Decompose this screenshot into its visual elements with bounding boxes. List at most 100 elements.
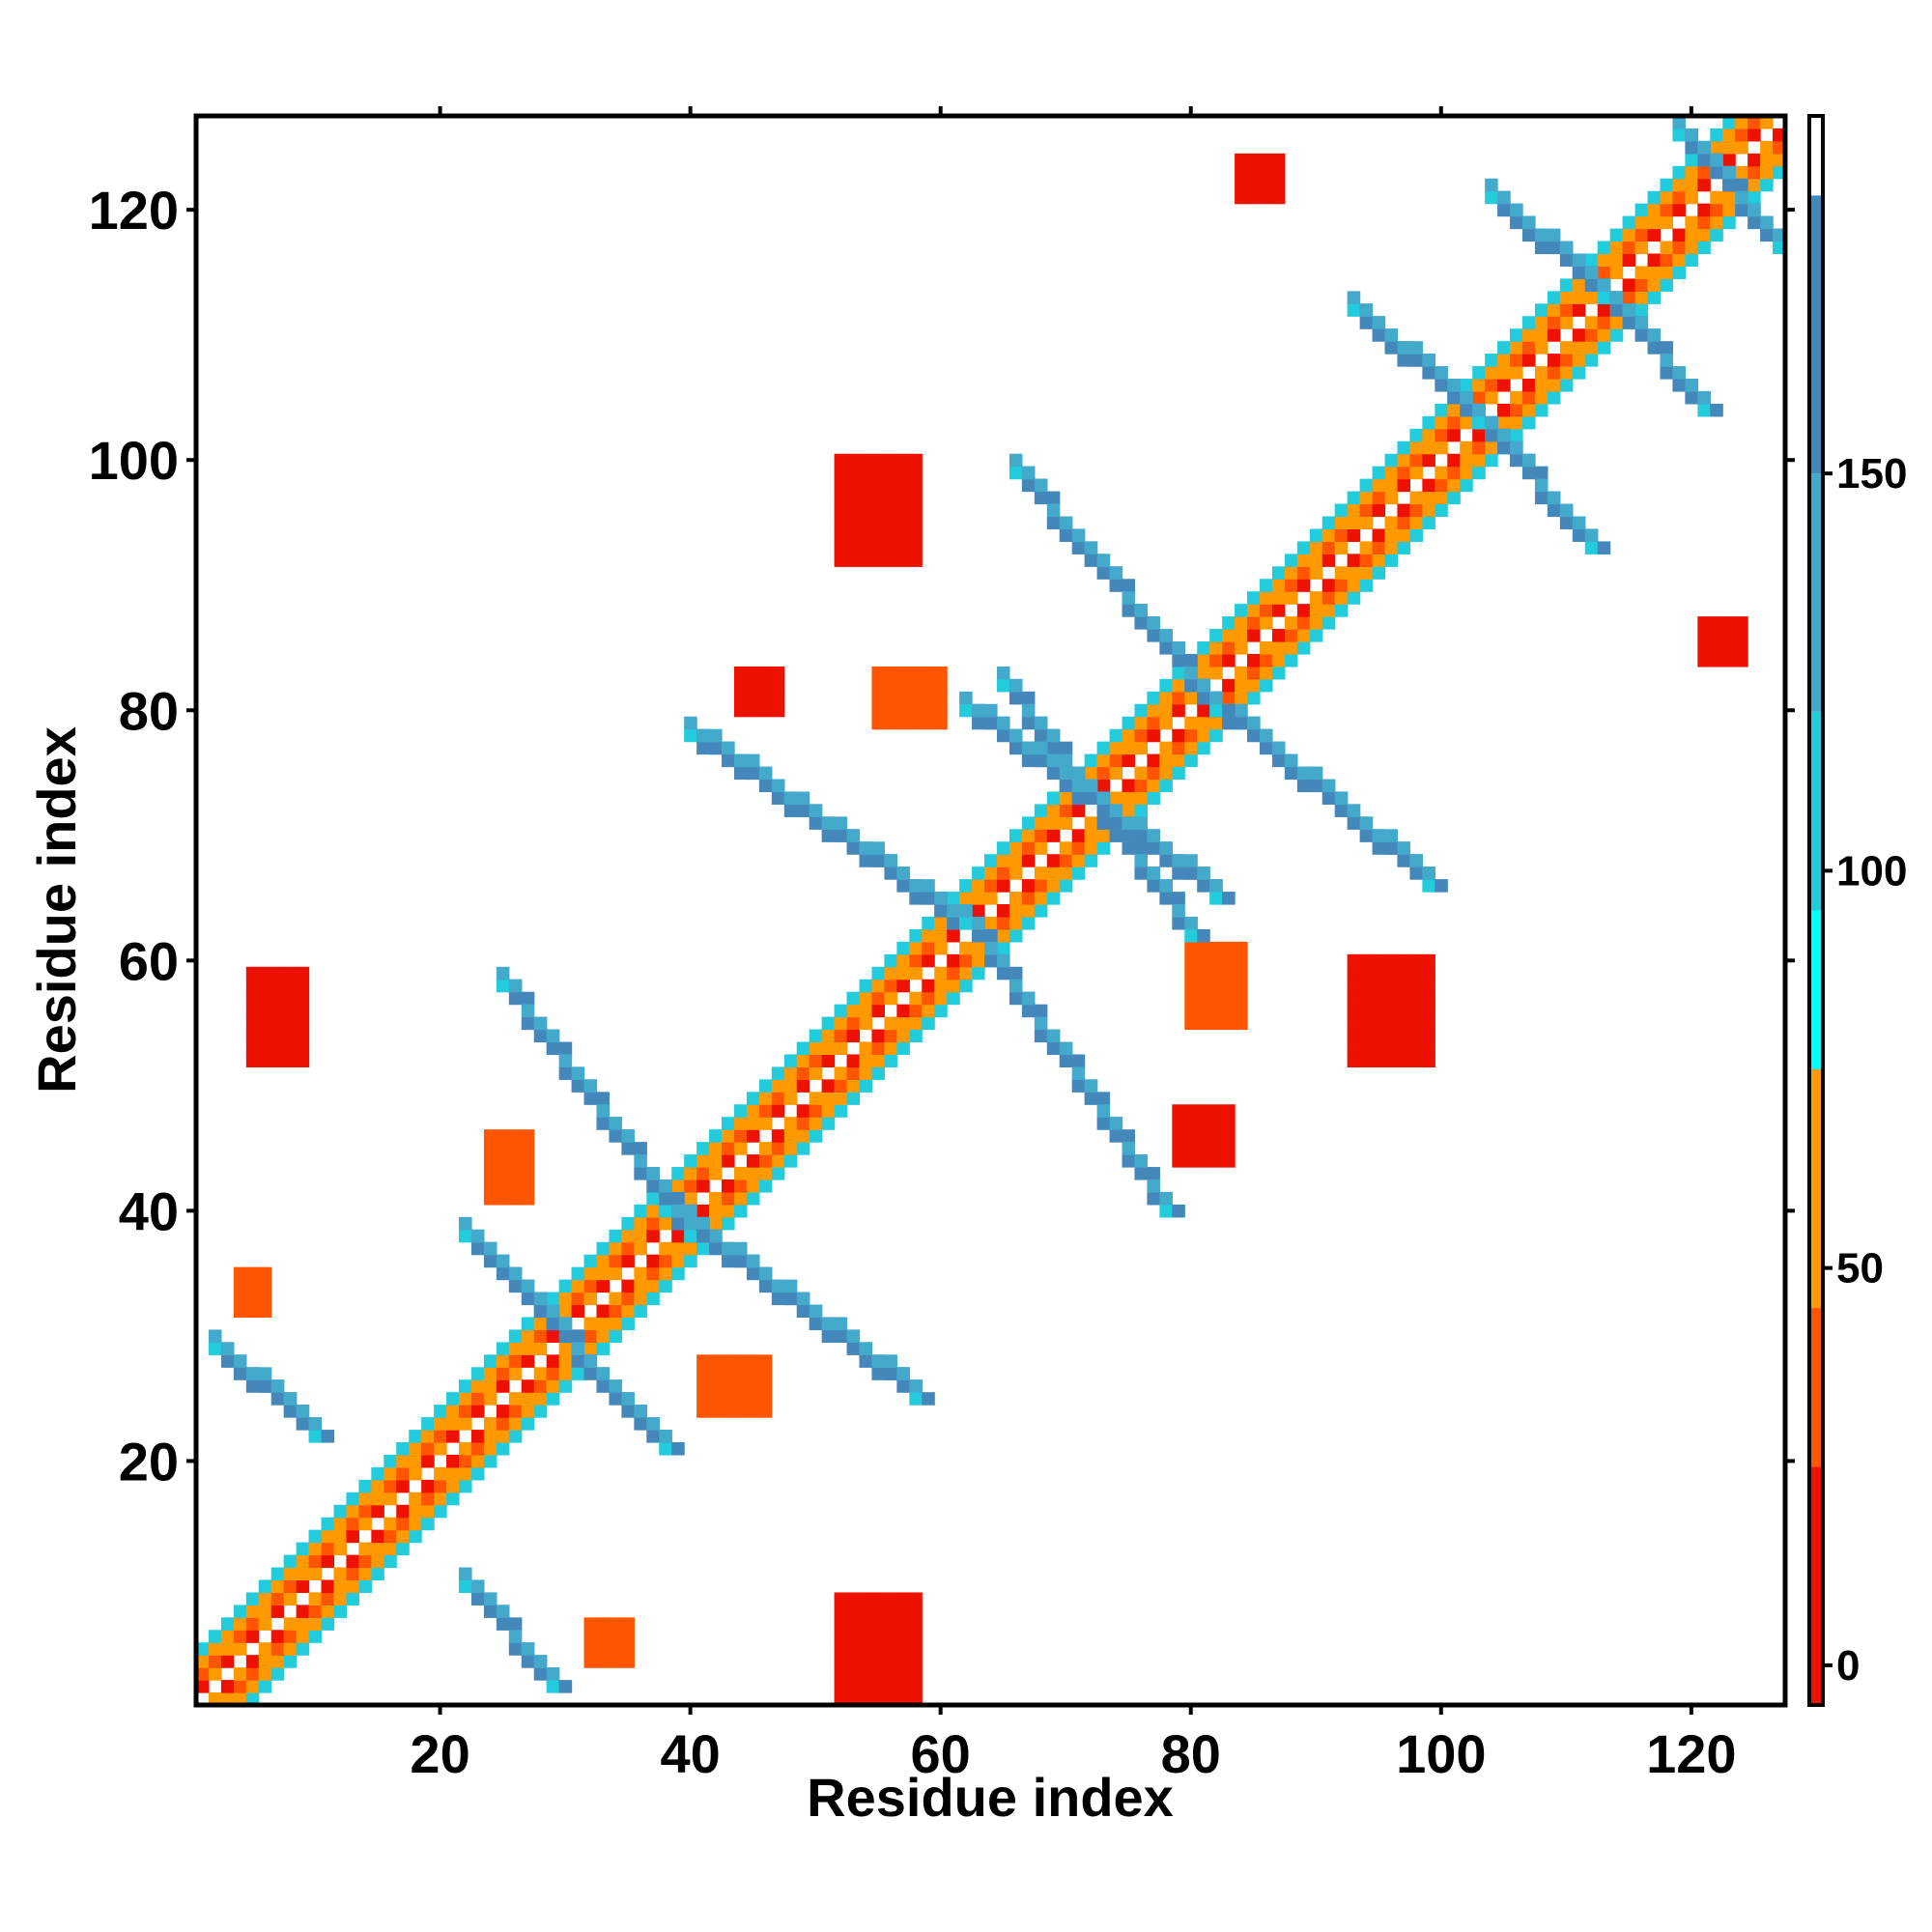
heatmap-cell	[1447, 403, 1461, 417]
heatmap-cell	[1710, 403, 1723, 417]
heatmap-cell	[396, 1542, 410, 1556]
heatmap-cell	[321, 1592, 335, 1605]
heatmap-cell	[1359, 1004, 1374, 1018]
heatmap-cell	[533, 1667, 548, 1681]
heatmap-cell	[834, 1092, 848, 1105]
heatmap-cell	[746, 1092, 760, 1105]
heatmap-cells	[196, 116, 1786, 1706]
heatmap-cell	[746, 1129, 760, 1143]
heatmap-cell	[984, 879, 998, 893]
heatmap-cell	[1222, 953, 1236, 968]
heatmap-cell	[1109, 728, 1123, 743]
colorbar-band	[1809, 910, 1823, 1069]
heatmap-cell	[308, 1617, 323, 1631]
heatmap-cell	[884, 966, 897, 980]
heatmap-cell	[1422, 453, 1435, 468]
heatmap-cell	[634, 1292, 647, 1306]
heatmap-cell	[1359, 478, 1374, 493]
heatmap-cell	[546, 1329, 560, 1343]
heatmap-cell	[947, 916, 960, 930]
heatmap-cell	[896, 1617, 910, 1631]
heatmap-cell	[1397, 541, 1411, 554]
heatmap-cell	[1685, 228, 1698, 242]
heatmap-cell	[1647, 328, 1662, 342]
heatmap-cell	[1235, 190, 1248, 205]
heatmap-cell	[1735, 641, 1748, 655]
heatmap-cell	[1435, 440, 1448, 455]
heatmap-cell	[1559, 291, 1574, 304]
heatmap-cell	[984, 703, 998, 718]
heatmap-cell	[1247, 153, 1261, 167]
heatmap-cell	[558, 1342, 573, 1355]
heatmap-cell	[1572, 516, 1586, 530]
heatmap-cell	[733, 1167, 748, 1180]
heatmap-cell	[809, 1104, 823, 1118]
heatmap-cell	[621, 1304, 635, 1319]
heatmap-cell	[1172, 691, 1185, 705]
heatmap-cell	[634, 1241, 647, 1256]
heatmap-cell	[296, 979, 310, 993]
heatmap-cell	[245, 1304, 260, 1319]
heatmap-cell	[1497, 354, 1511, 367]
heatmap-cell	[1046, 1029, 1061, 1043]
heatmap-cell	[1359, 991, 1374, 1006]
heatmap-cell	[972, 904, 985, 918]
heatmap-cell	[470, 1430, 485, 1443]
heatmap-cell	[1222, 691, 1236, 705]
heatmap-cell	[696, 1241, 710, 1256]
heatmap-cell	[1572, 354, 1586, 367]
heatmap-cell	[909, 453, 923, 468]
heatmap-cell	[1209, 892, 1223, 905]
heatmap-cell	[1321, 779, 1336, 793]
heatmap-cell	[1685, 153, 1698, 167]
heatmap-cell	[1197, 1129, 1210, 1143]
heatmap-cell	[1222, 616, 1236, 630]
heatmap-cell	[1021, 916, 1036, 930]
heatmap-cell	[1672, 165, 1686, 180]
heatmap-cell	[722, 1154, 735, 1168]
heatmap-cell	[871, 1680, 885, 1693]
heatmap-cell	[358, 1542, 372, 1556]
heatmap-cell	[1372, 566, 1386, 580]
heatmap-cell	[1747, 215, 1761, 230]
heatmap-cell	[1021, 753, 1036, 768]
heatmap-cell	[634, 1167, 647, 1180]
heatmap-cell	[684, 1216, 697, 1231]
heatmap-cell	[646, 1191, 660, 1206]
heatmap-cell	[220, 1642, 235, 1656]
heatmap-cell	[196, 1642, 210, 1656]
heatmap-cell	[896, 678, 910, 693]
heatmap-cell	[659, 1279, 672, 1293]
heatmap-cell	[470, 1379, 485, 1393]
heatmap-cell	[859, 1642, 873, 1656]
heatmap-cell	[871, 1041, 885, 1056]
heatmap-cell	[533, 1292, 548, 1306]
heatmap-cell	[1622, 303, 1636, 317]
heatmap-cell	[371, 1542, 384, 1556]
heatmap-cell	[1347, 579, 1361, 592]
heatmap-cell	[834, 1680, 848, 1693]
heatmap-cell	[859, 1667, 873, 1681]
heatmap-cell	[596, 1617, 611, 1631]
heatmap-cell	[308, 1592, 323, 1605]
heatmap-cell	[1397, 979, 1411, 993]
heatmap-cell	[834, 541, 848, 554]
heatmap-cell	[909, 1617, 923, 1631]
heatmap-cell	[796, 1292, 810, 1306]
heatmap-cell	[1209, 1154, 1223, 1168]
heatmap-cell	[1235, 153, 1248, 167]
heatmap-cell	[508, 1354, 523, 1368]
heatmap-cell	[1021, 829, 1036, 842]
heatmap-cell	[1096, 804, 1111, 817]
heatmap-cell	[508, 1154, 523, 1168]
heatmap-cell	[859, 503, 873, 518]
heatmap-cell	[1384, 466, 1399, 480]
heatmap-cell	[746, 1104, 760, 1118]
heatmap-cell	[1359, 979, 1374, 993]
heatmap-cell	[596, 1642, 611, 1656]
heatmap-cell	[1347, 528, 1361, 542]
heatmap-cell	[1697, 403, 1711, 417]
heatmap-cell	[321, 1605, 335, 1618]
